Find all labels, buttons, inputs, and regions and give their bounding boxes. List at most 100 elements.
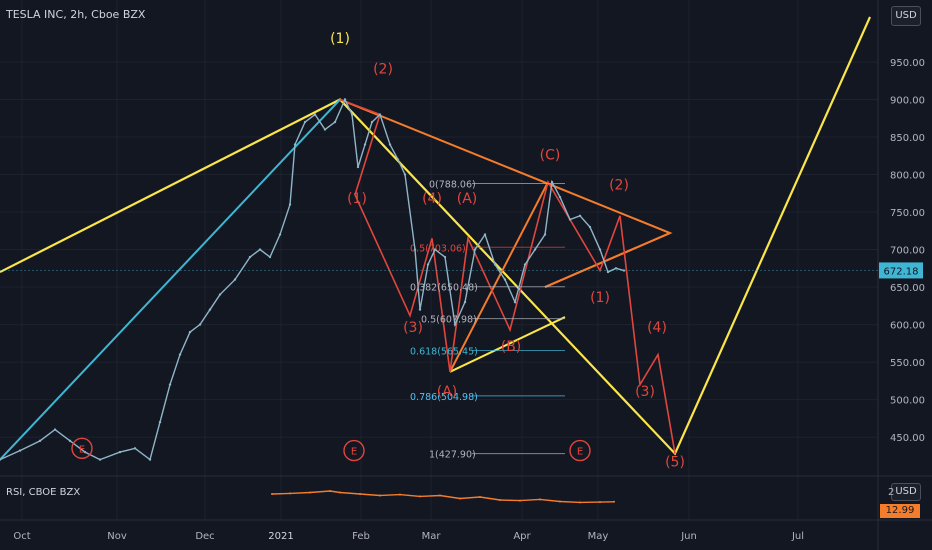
y-tick-label-5: 700.00 (890, 246, 925, 257)
price-point-30 (356, 165, 360, 169)
rsi-point-7 (399, 493, 401, 496)
rsi-point-15 (559, 500, 561, 503)
price-point-27 (333, 120, 337, 124)
wave-label-0: (1) (330, 31, 350, 47)
x-tick-label-7: May (588, 531, 609, 542)
price-point-44 (473, 248, 477, 251)
y-tick-label-0: 950.00 (890, 58, 925, 69)
price-point-58 (606, 270, 610, 274)
x-tick-label-8: Jun (680, 531, 697, 542)
price-point-37 (413, 248, 417, 251)
price-point-7 (118, 450, 122, 454)
price-point-28 (343, 98, 347, 101)
price-point-26 (323, 128, 327, 131)
circled-e-label-2: E (577, 447, 583, 458)
rsi-point-8 (419, 495, 421, 498)
last-price-badge (879, 262, 923, 279)
rsi-line (271, 490, 615, 504)
price-point-53 (558, 195, 562, 199)
rsi-label: RSI, CBOE BZX (6, 487, 81, 498)
orange-triangle-bottom (544, 232, 671, 288)
price-point-50 (533, 248, 537, 251)
price-point-6 (98, 458, 102, 461)
x-tick-label-6: Apr (513, 531, 531, 542)
price-point-17 (233, 278, 237, 281)
fib-label-4: 0.618(565.45) (410, 346, 478, 357)
price-point-29 (350, 113, 354, 116)
price-point-32 (370, 120, 374, 124)
wave-label-9: (2) (609, 178, 629, 194)
price-point-3 (53, 428, 57, 431)
y-tick-label-3: 800.00 (890, 171, 925, 182)
price-point-57 (598, 248, 602, 251)
price-point-23 (293, 143, 297, 146)
rsi-currency-button[interactable]: USD (891, 483, 921, 501)
wave-label-2: (1) (347, 191, 367, 207)
y-tick-label-7: 600.00 (890, 321, 925, 332)
wave-label-3: (4) (422, 191, 442, 207)
currency-button[interactable]: USD (891, 6, 921, 26)
fib-label-6: 1(427.90) (429, 450, 476, 461)
rsi-axis-tick: 2 (888, 487, 895, 498)
rsi-point-3 (329, 490, 331, 492)
price-point-9 (148, 458, 152, 461)
orange-wave-up (449, 181, 549, 373)
x-tick-label-9: Jul (791, 531, 804, 542)
rsi-point-4 (339, 491, 341, 494)
price-point-48 (513, 300, 517, 304)
price-series-line (0, 97, 625, 461)
rsi-point-2 (309, 491, 311, 494)
price-point-0 (0, 458, 2, 461)
price-point-40 (433, 248, 437, 251)
rsi-point-5 (359, 493, 361, 495)
price-point-13 (188, 330, 192, 334)
fib-label-1: 0.5(703.06) (410, 243, 466, 254)
price-point-4 (68, 439, 72, 443)
price-point-20 (268, 255, 272, 259)
price-point-14 (198, 323, 202, 326)
wave-label-1: (2) (373, 61, 393, 77)
x-tick-label-1: Nov (107, 531, 127, 542)
x-tick-label-2: Dec (195, 531, 214, 542)
rsi-point-9 (439, 494, 441, 497)
x-tick-label-5: Mar (422, 531, 442, 542)
rsi-point-0 (271, 493, 273, 495)
circled-e-ring-2 (569, 439, 591, 462)
price-point-8 (133, 447, 137, 450)
circled-e-ring-0 (71, 437, 93, 460)
price-point-31 (363, 143, 367, 146)
wave-label-11: (4) (647, 320, 667, 336)
wave-label-7: (B) (501, 339, 522, 355)
price-point-11 (168, 383, 172, 386)
rsi-value-badge: 12.99 (880, 504, 920, 518)
y-tick-label-4: 750.00 (890, 208, 925, 219)
wave-label-12: (3) (635, 384, 655, 400)
price-point-18 (248, 255, 252, 259)
price-point-39 (426, 263, 430, 266)
rsi-point-17 (599, 501, 601, 504)
fib-label-0: 0(788.06) (429, 179, 476, 190)
price-point-33 (378, 113, 382, 116)
price-point-45 (483, 233, 487, 236)
x-tick-label-0: Oct (13, 531, 30, 542)
price-point-59 (614, 267, 618, 270)
price-point-55 (578, 214, 582, 217)
price-point-56 (588, 225, 592, 229)
circled-e-label-1: E (351, 447, 357, 458)
price-point-49 (523, 263, 527, 266)
price-point-22 (288, 203, 292, 206)
fib-label-2: 0.382(650.48) (410, 283, 478, 294)
circled-e-ring-1 (343, 439, 365, 462)
price-point-1 (18, 449, 22, 452)
circled-e-label-0: E (79, 444, 85, 455)
y-tick-label-9: 500.00 (890, 396, 925, 407)
yellow-support-line (449, 316, 566, 373)
price-point-38 (418, 308, 422, 311)
y-tick-label-8: 550.00 (890, 358, 925, 369)
rsi-point-1 (289, 492, 291, 495)
price-point-12 (178, 353, 182, 356)
price-point-46 (493, 263, 497, 266)
rsi-point-14 (539, 498, 541, 501)
